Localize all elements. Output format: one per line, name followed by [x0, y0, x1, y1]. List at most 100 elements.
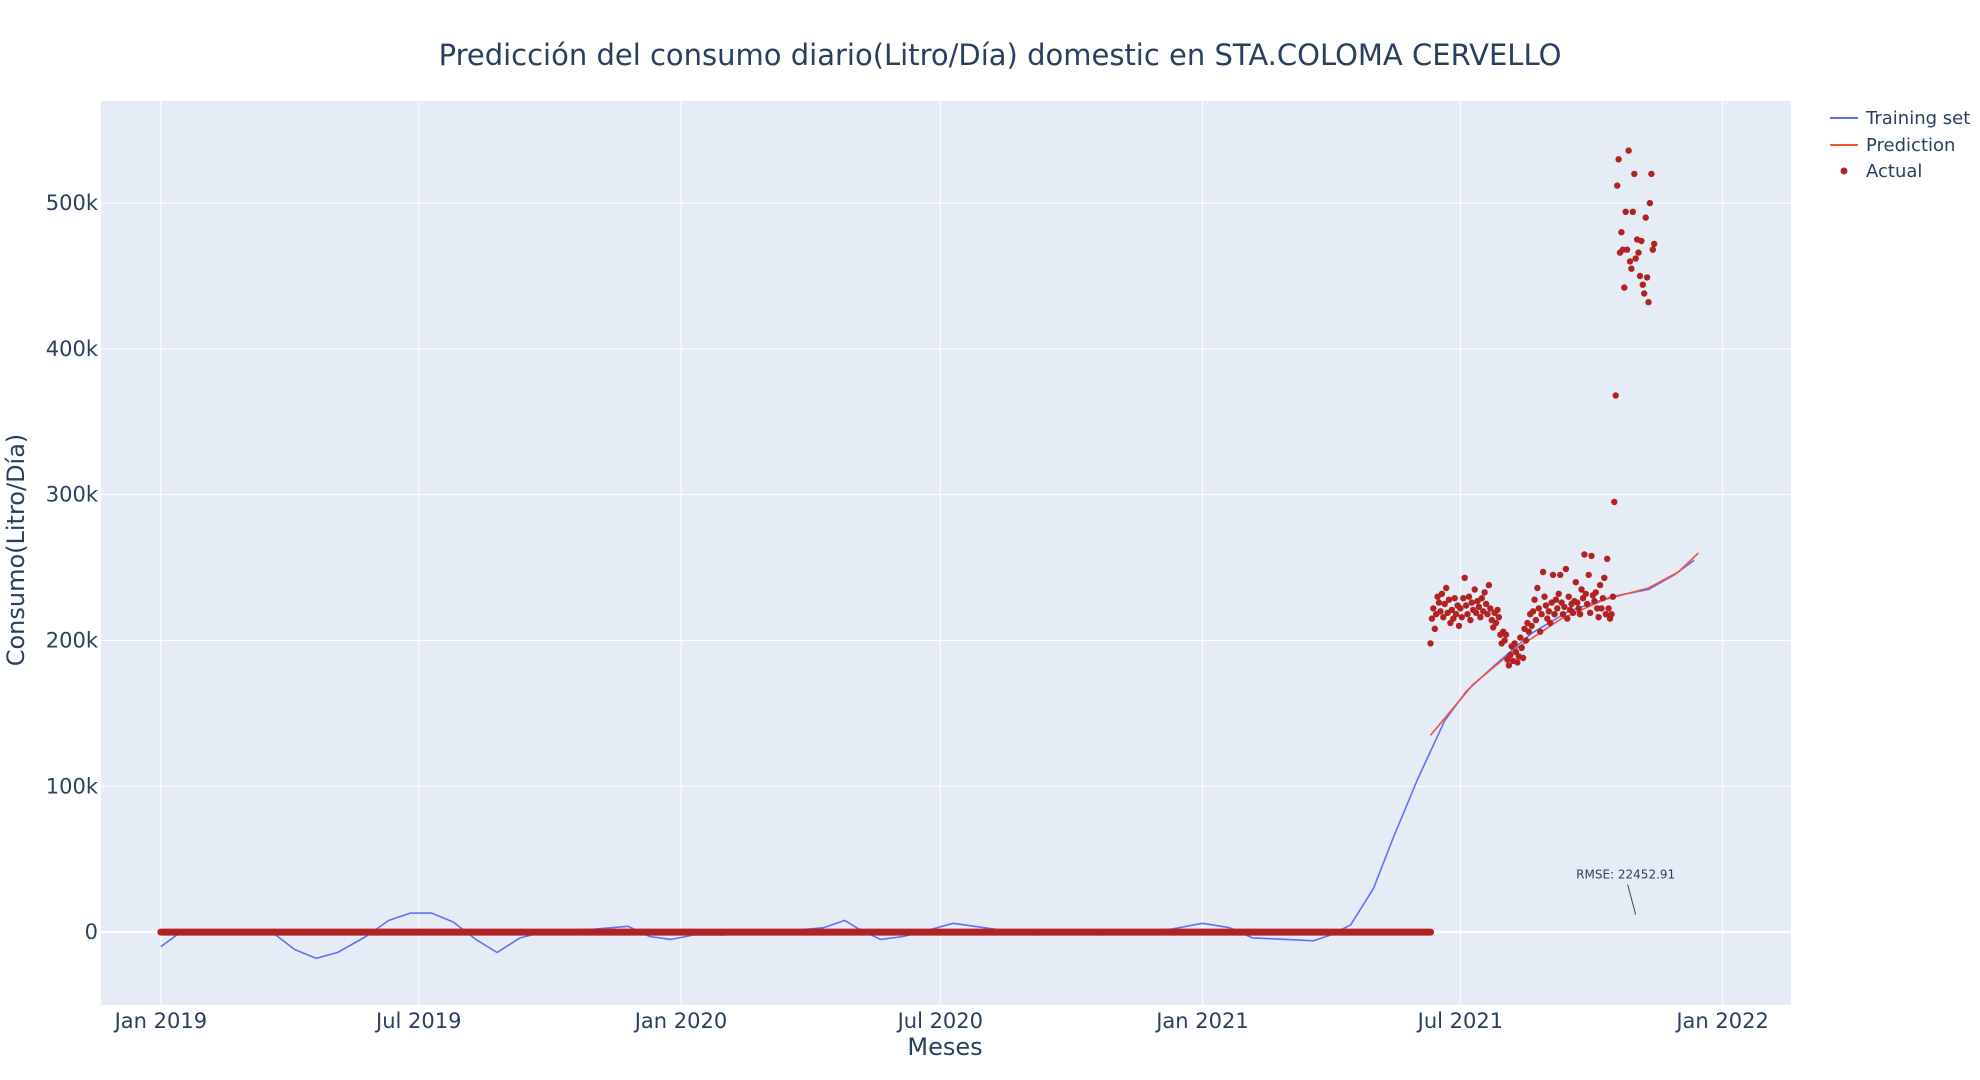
- legend-swatch-actual: [1840, 167, 1848, 175]
- actual-point: [1518, 644, 1525, 651]
- y-tick-label: 400k: [46, 337, 99, 361]
- actual-point: [1514, 659, 1521, 666]
- actual-point: [1468, 599, 1476, 606]
- series-prediction: [1429, 552, 1699, 736]
- actual-point: [1638, 237, 1645, 245]
- actual-point: [1443, 584, 1450, 592]
- actual-point: [1592, 589, 1600, 596]
- chart-title: Predicción del consumo diario(Litro/Día)…: [439, 38, 1562, 72]
- actual-point: [1502, 631, 1510, 638]
- actual-point: [1572, 579, 1580, 586]
- actual-point: [1431, 625, 1439, 632]
- actual-point: [1457, 605, 1464, 612]
- actual-point: [1651, 240, 1658, 248]
- actual-point: [1641, 290, 1648, 297]
- actual-point: [1547, 619, 1554, 627]
- actual-point: [1477, 614, 1484, 621]
- actual-point: [1626, 258, 1634, 265]
- actual-point: [1578, 586, 1585, 593]
- actual-point: [1551, 611, 1558, 618]
- actual-point: [1464, 611, 1471, 618]
- actual-point: [1440, 614, 1447, 621]
- actual-point: [1462, 602, 1470, 609]
- actual-point: [1564, 615, 1571, 622]
- actual-point: [1452, 611, 1460, 618]
- actual-point: [1581, 551, 1588, 558]
- actual-point: [1642, 214, 1649, 221]
- actual-point: [1598, 605, 1605, 612]
- series-layer: [157, 147, 1699, 960]
- actual-point: [1542, 602, 1550, 609]
- actual-point: [1584, 600, 1591, 608]
- actual-point: [1458, 614, 1466, 621]
- x-tick-labels: Jan 2019 Jul 2019 Jan 2020 Jul 2020 Jan 2021…: [113, 1009, 1769, 1033]
- annotations: RMSE: 22452.91: [1576, 868, 1675, 915]
- series-line-training-set: [160, 559, 1695, 960]
- actual-point: [1608, 611, 1615, 618]
- legend-item-prediction[interactable]: Prediction: [1830, 135, 1955, 156]
- actual-point: [1621, 284, 1628, 291]
- actual-point: [1559, 611, 1567, 618]
- actual-point: [1611, 498, 1618, 506]
- actual-point: [1511, 640, 1518, 647]
- actual-point: [1495, 614, 1503, 621]
- actual-point: [1484, 611, 1491, 618]
- actual-point: [1522, 637, 1530, 644]
- actual-point: [1492, 619, 1500, 627]
- actual-point: [1535, 605, 1543, 612]
- actual-point: [1455, 622, 1463, 630]
- actual-point: [1532, 616, 1540, 624]
- actual-point: [1605, 605, 1612, 612]
- actual-point: [1615, 156, 1622, 163]
- actual-point: [1441, 600, 1448, 608]
- actual-point: [1552, 596, 1560, 603]
- actual-point: [1461, 574, 1468, 581]
- legend[interactable]: Training set Prediction Actual: [1830, 108, 1970, 182]
- y-tick-label: 100k: [46, 774, 99, 798]
- actual-point: [1609, 593, 1617, 600]
- legend-item-training[interactable]: Training set: [1830, 108, 1970, 129]
- actual-point: [1529, 608, 1537, 615]
- actual-point: [1481, 589, 1488, 596]
- annotation-rmse: RMSE: 22452.91: [1576, 868, 1675, 882]
- actual-point: [1565, 593, 1572, 600]
- actual-point: [1628, 265, 1635, 272]
- actual-point: [1643, 274, 1651, 281]
- actual-point: [1649, 246, 1657, 253]
- actual-point: [1472, 609, 1480, 616]
- actual-point: [1602, 611, 1610, 618]
- legend-item-actual[interactable]: Actual: [1840, 161, 1923, 182]
- actual-point: [1478, 595, 1486, 602]
- x-tick-label: Jul 2021: [1416, 1009, 1503, 1033]
- legend-label-prediction: Prediction: [1866, 135, 1955, 156]
- actual-point: [1528, 622, 1535, 630]
- actual-point: [1531, 596, 1538, 603]
- actual-point: [1576, 611, 1584, 618]
- actual-point: [1427, 640, 1434, 647]
- actual-point: [1557, 571, 1564, 579]
- actual-point: [1574, 599, 1581, 606]
- actual-point: [1618, 229, 1625, 236]
- y-axis-title: Consumo(Litro/Día): [2, 434, 30, 667]
- actual-point: [1646, 199, 1654, 207]
- actual-point: [1632, 255, 1639, 262]
- actual-point: [1445, 596, 1453, 603]
- actual-point: [1599, 595, 1607, 602]
- x-tick-label: Jan 2020: [633, 1009, 728, 1033]
- x-tick-label: Jul 2019: [374, 1009, 461, 1033]
- actual-point: [1471, 586, 1478, 593]
- actual-point: [1622, 208, 1629, 215]
- series-actual: [157, 147, 1658, 936]
- series-line-prediction: [1429, 552, 1699, 736]
- actual-point: [1585, 571, 1592, 579]
- actual-point: [1467, 616, 1474, 624]
- actual-point: [1501, 637, 1508, 644]
- x-tick-label: Jan 2021: [1154, 1009, 1249, 1033]
- actual-point: [1541, 593, 1548, 600]
- actual-point: [1465, 593, 1473, 600]
- actual-point: [1601, 574, 1608, 581]
- annotation-arrow: [1627, 884, 1637, 915]
- x-tick-label: Jul 2020: [896, 1009, 983, 1033]
- actual-point: [1575, 605, 1582, 612]
